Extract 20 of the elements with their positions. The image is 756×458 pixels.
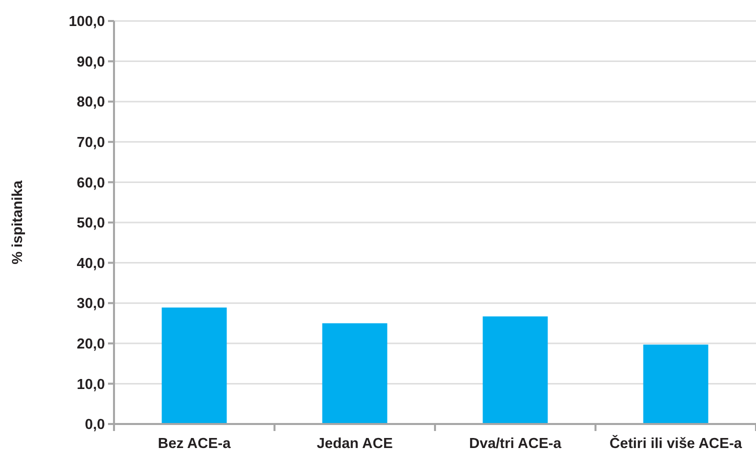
y-tick-label: 70,0 [76, 134, 105, 151]
bar [643, 344, 708, 424]
y-tick-label: 30,0 [76, 296, 105, 312]
x-tick-label: Četiri ili više ACE-a [610, 435, 743, 452]
x-tick-label: Dva/tri ACE-a [469, 436, 562, 452]
x-tick-label: Bez ACE-a [158, 436, 232, 452]
y-tick-label: 80,0 [76, 94, 105, 111]
y-tick-label: 0,0 [84, 417, 105, 434]
bar [322, 323, 388, 424]
y-tick-label: 60,0 [76, 175, 105, 192]
y-tick-label: 10,0 [76, 376, 105, 393]
y-tick-label: 90,0 [76, 54, 105, 70]
y-tick-label: 40,0 [76, 256, 105, 272]
x-tick-label: Jedan ACE [316, 436, 394, 452]
y-tick-label: 20,0 [76, 336, 105, 352]
y-axis-title: % ispitanika [10, 180, 26, 264]
y-tick-label: 50,0 [76, 216, 105, 232]
bar [162, 308, 227, 424]
bar [482, 316, 548, 424]
y-tick-label: 100,0 [68, 14, 105, 30]
